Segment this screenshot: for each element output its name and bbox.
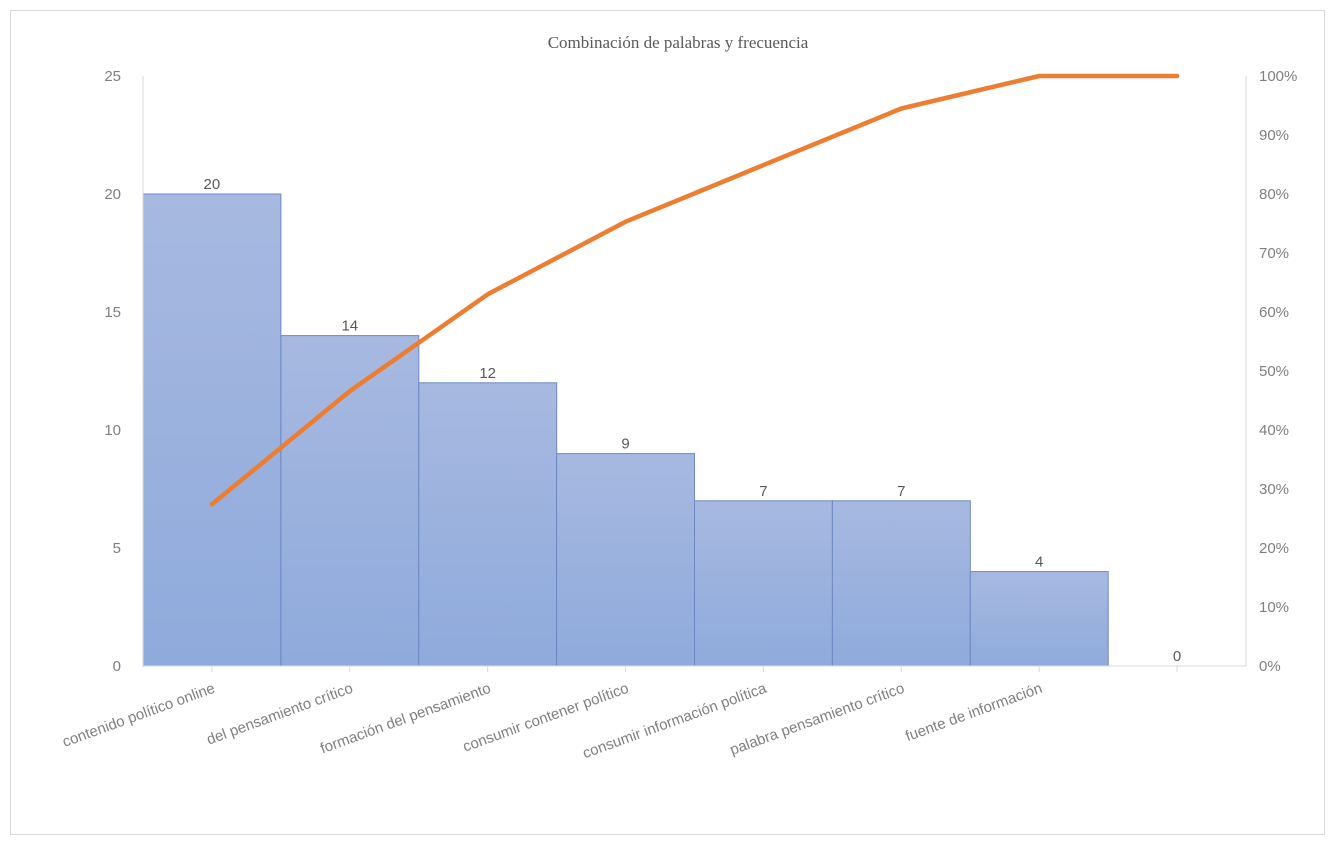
- category-label: contenido político online: [60, 680, 217, 751]
- bar-data-label: 14: [341, 318, 358, 335]
- left-tick-label: 20: [104, 186, 121, 203]
- left-tick-label: 0: [113, 658, 121, 675]
- axes-layer: [142, 76, 1247, 667]
- right-tick-label: 40%: [1259, 422, 1289, 439]
- left-tick-label: 10: [104, 422, 121, 439]
- right-tick-label: 70%: [1259, 245, 1289, 262]
- right-tick-label: 10%: [1259, 599, 1289, 616]
- bar-0: [142, 193, 282, 667]
- bar-2: [418, 382, 558, 667]
- bar-data-label: 7: [759, 483, 767, 500]
- chart-frame: Combinación de palabras y frecuencia 0 5 1…: [10, 10, 1325, 835]
- right-tick-label: 0%: [1259, 658, 1281, 675]
- right-tick-label: 60%: [1259, 304, 1289, 321]
- right-tick-label: 100%: [1259, 68, 1297, 85]
- bar-1: [280, 335, 420, 667]
- category-label: fuente de información: [903, 680, 1044, 745]
- right-axis-ticks: 0% 10% 20% 30% 40% 50% 60% 70% 80% 90% 100%: [1259, 68, 1297, 675]
- bar-data-labels: 20 14 12 9 7 7 4 0: [204, 176, 1182, 665]
- bar-5: [831, 500, 971, 667]
- right-tick-label: 20%: [1259, 540, 1289, 557]
- bars-layer: [142, 193, 1109, 667]
- bar-4: [694, 500, 833, 667]
- bar-data-label: 0: [1173, 648, 1181, 665]
- cumulative-line: [209, 73, 1180, 507]
- left-tick-label: 15: [104, 304, 121, 321]
- bar-3: [556, 453, 695, 667]
- right-tick-label: 30%: [1259, 481, 1289, 498]
- right-tick-label: 90%: [1259, 127, 1289, 144]
- bar-data-label: 12: [479, 365, 496, 382]
- bar-data-label: 9: [621, 436, 629, 453]
- left-axis-ticks: 0 5 10 15 20 25: [104, 68, 121, 675]
- left-tick-label: 25: [104, 68, 121, 85]
- cumulative-line-layer: [209, 73, 1180, 507]
- right-tick-label: 80%: [1259, 186, 1289, 203]
- left-tick-label: 5: [113, 540, 121, 557]
- pareto-chart: Combinación de palabras y frecuencia 0 5 1…: [60, 33, 1297, 762]
- bar-data-label: 20: [204, 176, 221, 193]
- bar-data-label: 7: [897, 483, 905, 500]
- right-tick-label: 50%: [1259, 363, 1289, 380]
- chart-title: Combinación de palabras y frecuencia: [548, 33, 809, 52]
- bar-6: [969, 571, 1109, 667]
- bar-data-label: 4: [1035, 554, 1043, 571]
